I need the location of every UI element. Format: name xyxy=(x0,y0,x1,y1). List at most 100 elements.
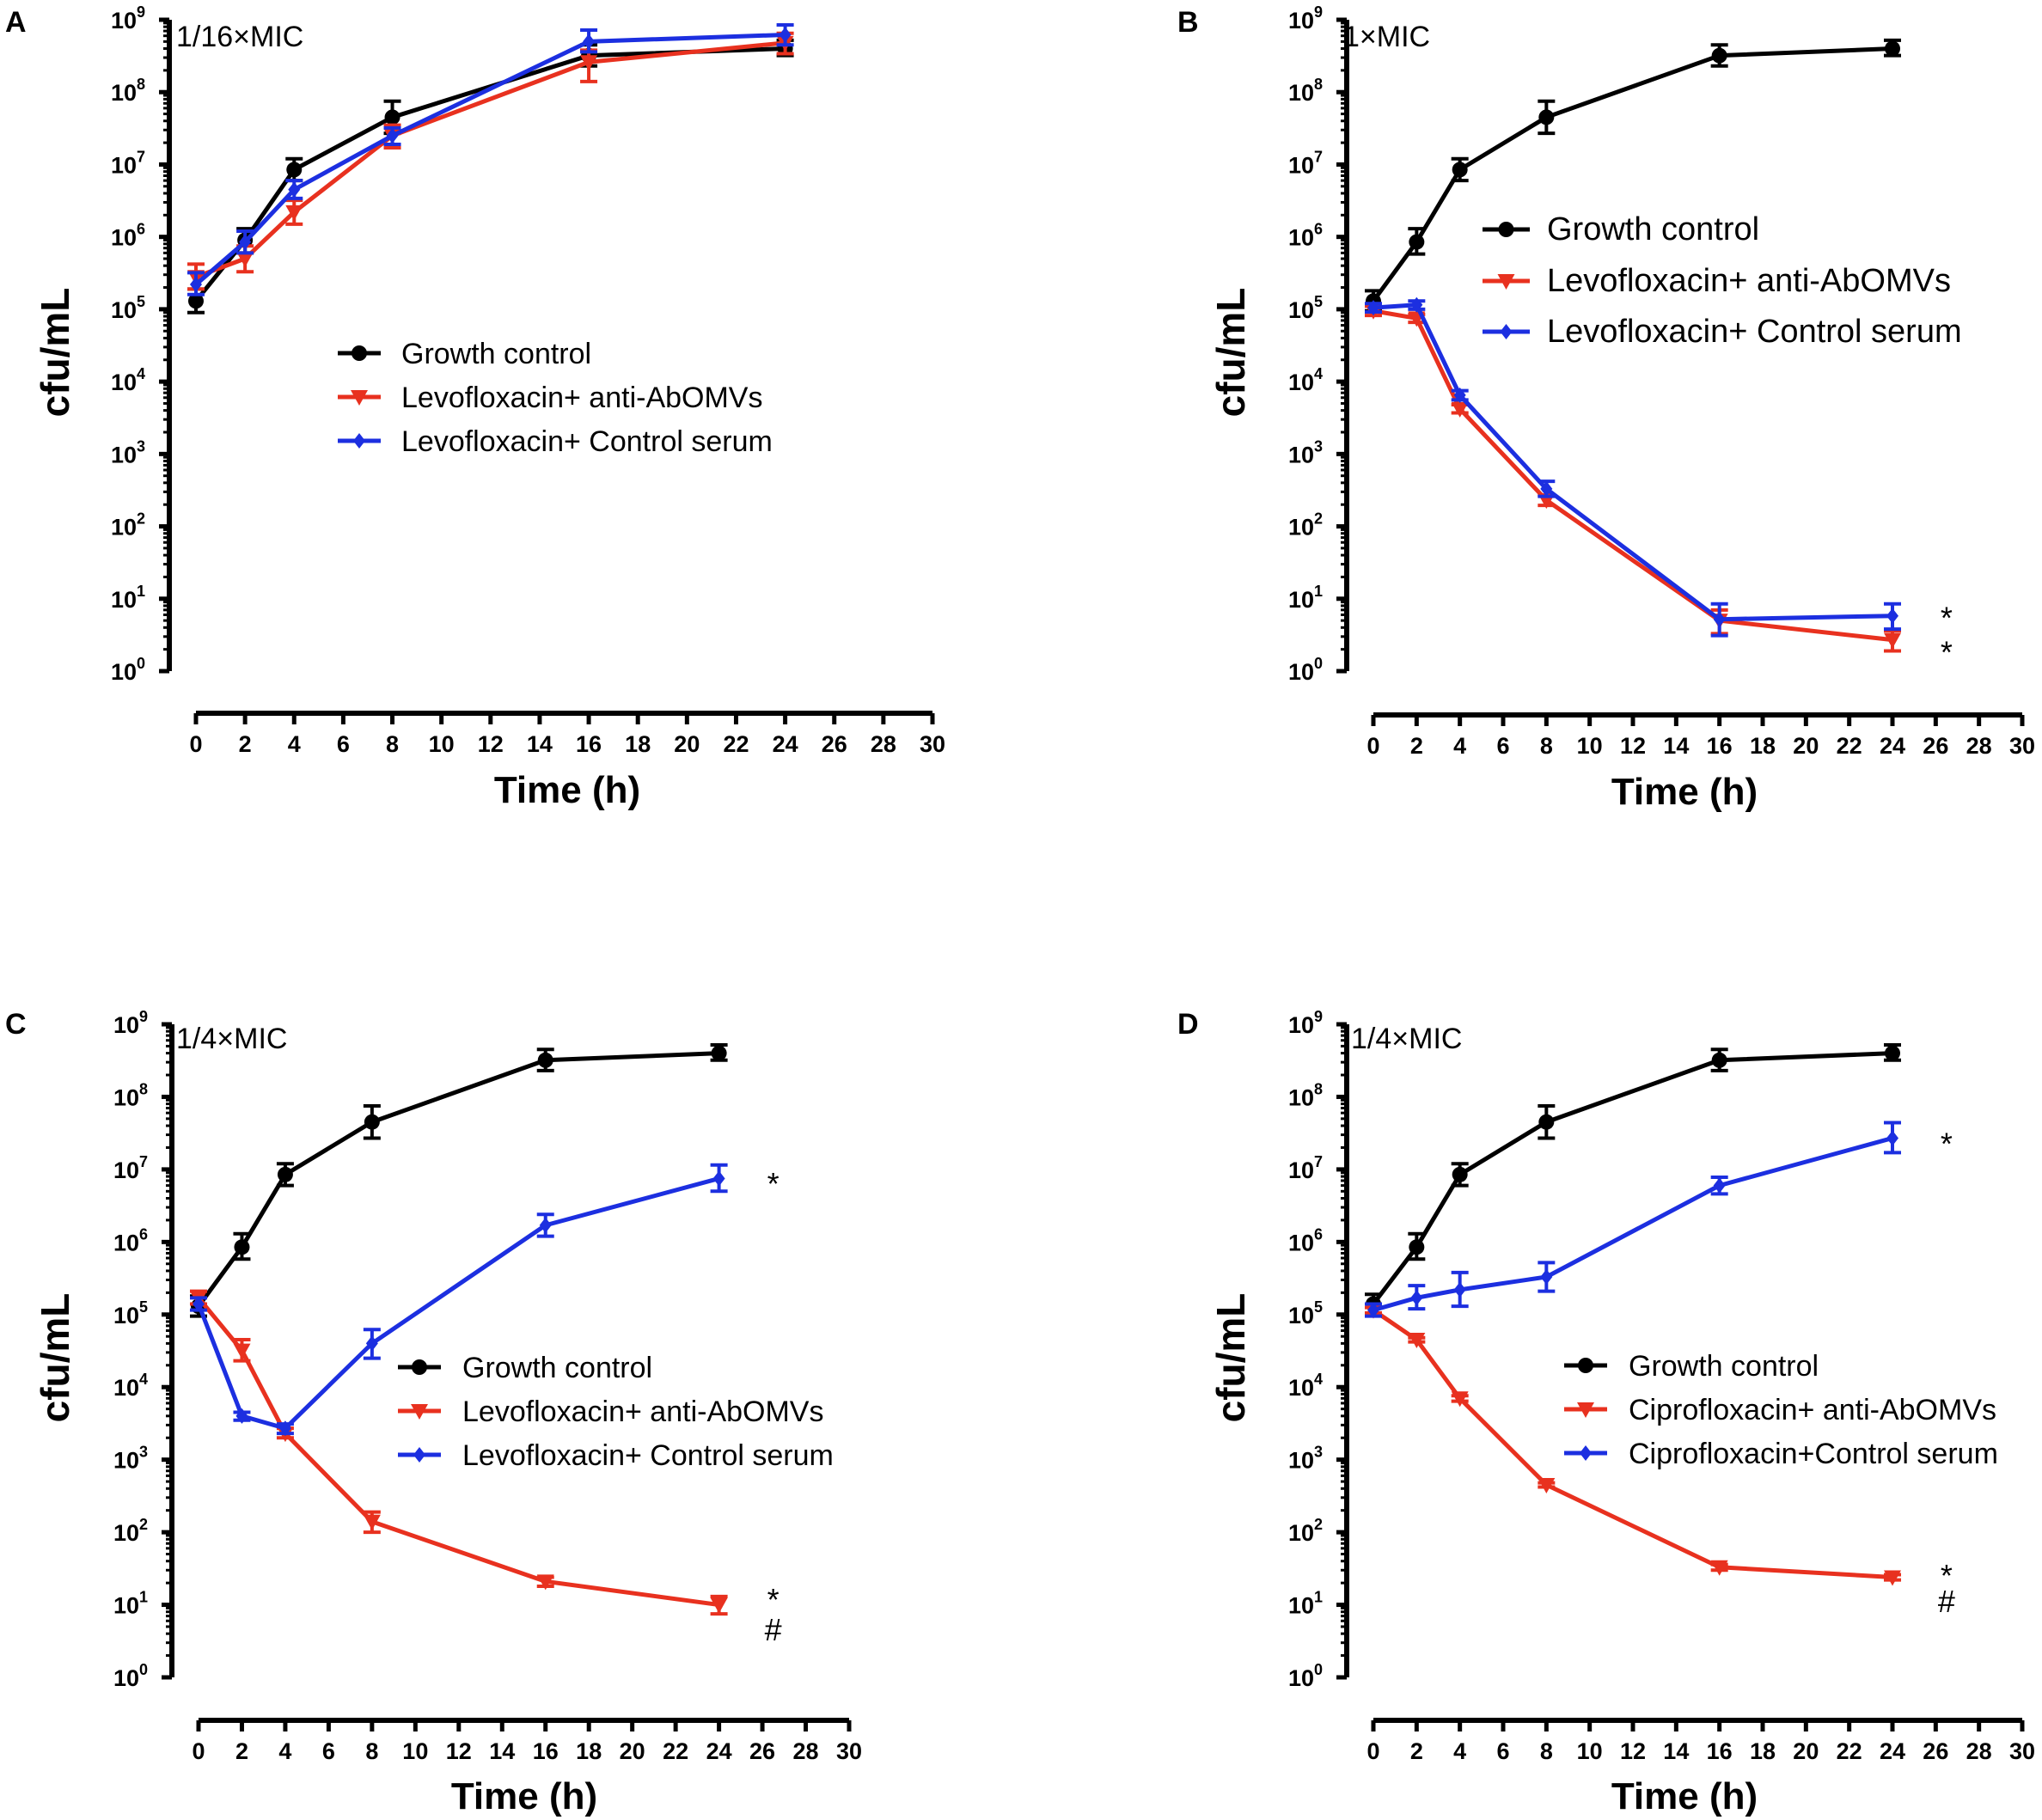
data-point xyxy=(384,109,400,125)
x-tick-label: 28 xyxy=(871,731,896,757)
x-tick-label: 28 xyxy=(1966,1738,1992,1764)
legend-marker xyxy=(1580,1445,1592,1461)
legend-label: Ciprofloxacin+Control serum xyxy=(1629,1438,1998,1470)
x-tick-label: 30 xyxy=(2009,1738,2035,1764)
legend: Growth control Levofloxacin+ anti-AbOMVs… xyxy=(338,338,773,458)
x-tick-label: 4 xyxy=(1453,733,1466,759)
series-line xyxy=(196,1051,719,1308)
series-growth-control xyxy=(1365,38,1901,313)
x-tick-label: 2 xyxy=(239,731,252,757)
data-point xyxy=(1540,1268,1553,1285)
data-point xyxy=(1453,387,1466,403)
x-tick-label: 22 xyxy=(1837,1738,1862,1764)
data-point xyxy=(193,1296,205,1312)
legend-marker xyxy=(353,433,365,449)
legend-label: Levofloxacin+ anti-AbOMVs xyxy=(1547,263,1951,299)
data-point xyxy=(580,55,598,71)
data-point xyxy=(239,234,252,250)
x-tick-label: 26 xyxy=(822,731,847,757)
series-line xyxy=(1371,46,1893,302)
y-tick-label: 100 xyxy=(113,1661,148,1691)
significance-marker: # xyxy=(1938,1584,1955,1619)
y-tick-label: 106 xyxy=(113,1225,148,1255)
legend-marker xyxy=(1497,274,1515,290)
data-point xyxy=(1538,1114,1555,1130)
significance-marker: * xyxy=(1941,600,1953,635)
y-tick-label: 103 xyxy=(111,437,145,467)
series-line xyxy=(1372,1051,1893,1305)
panel-c: C 1/4×MIC cfu/mL Time (h) Growth control… xyxy=(5,1008,862,1817)
series-growth-control xyxy=(190,1042,728,1318)
y-tick-label: 109 xyxy=(113,1008,148,1038)
data-point xyxy=(1367,300,1379,316)
legend-label: Growth control xyxy=(1547,211,1759,247)
legend: Growth control Levofloxacin+ anti-AbOMVs… xyxy=(398,1352,834,1472)
legend-label: Levofloxacin+ Control serum xyxy=(462,1439,834,1472)
x-tick-label: 10 xyxy=(1577,1738,1603,1764)
x-axis-title: Time (h) xyxy=(1611,1775,1758,1817)
data-point xyxy=(188,293,204,309)
x-tick-label: 26 xyxy=(1923,1738,1948,1764)
data-point xyxy=(539,1217,552,1233)
series-line xyxy=(1373,1136,1893,1313)
data-point xyxy=(234,1239,250,1255)
y-tick-label: 104 xyxy=(111,365,145,395)
y-tick-label: 100 xyxy=(1288,655,1323,685)
legend-marker xyxy=(351,390,368,406)
x-axis-title: Time (h) xyxy=(451,1775,597,1817)
x-tick-label: 2 xyxy=(235,1738,248,1764)
series-line xyxy=(1373,302,1893,622)
y-tick-label: 109 xyxy=(111,3,145,34)
x-tick-label: 4 xyxy=(278,1738,291,1764)
y-tick-label: 108 xyxy=(1288,1080,1323,1110)
data-point xyxy=(712,1170,725,1187)
y-tick-label: 107 xyxy=(1288,1153,1323,1183)
y-tick-label: 107 xyxy=(111,148,145,178)
x-tick-label: 0 xyxy=(1366,1738,1379,1764)
legend-label: Levofloxacin+ Control serum xyxy=(401,425,773,458)
x-tick-label: 10 xyxy=(402,1738,428,1764)
x-tick-label: 14 xyxy=(1663,1738,1689,1764)
concentration-label: 1/4×MIC xyxy=(176,1023,287,1055)
y-tick-label: 106 xyxy=(1288,221,1323,251)
y-tick-label: 102 xyxy=(113,1516,148,1546)
series-line xyxy=(1373,308,1893,643)
data-point xyxy=(1713,611,1726,627)
data-point xyxy=(235,1408,248,1424)
data-point xyxy=(1367,1302,1379,1318)
data-point xyxy=(285,205,303,221)
significance-marker: * xyxy=(767,1582,780,1617)
x-tick-label: 14 xyxy=(489,1738,515,1764)
y-tick-label: 101 xyxy=(1288,1589,1323,1619)
legend-label: Levofloxacin+ anti-AbOMVs xyxy=(462,1396,823,1428)
data-point xyxy=(1711,47,1727,64)
y-tick-label: 103 xyxy=(1288,437,1323,467)
y-tick-label: 100 xyxy=(111,655,145,685)
significance-marker: * xyxy=(1941,635,1953,670)
legend-label: Levofloxacin+ anti-AbOMVs xyxy=(401,382,762,414)
data-point xyxy=(1711,1052,1727,1068)
legend-label: Growth control xyxy=(1629,1350,1819,1383)
x-tick-label: 14 xyxy=(527,731,553,757)
x-tick-label: 28 xyxy=(1966,733,1992,759)
data-point xyxy=(288,181,301,198)
data-point xyxy=(537,1052,553,1068)
x-tick-label: 20 xyxy=(620,1738,645,1764)
data-point xyxy=(1885,1045,1900,1061)
y-tick-label: 100 xyxy=(1288,1661,1323,1691)
x-tick-label: 30 xyxy=(836,1738,862,1764)
legend-label: Ciprofloxacin+ anti-AbOMVs xyxy=(1629,1394,1996,1426)
data-point xyxy=(779,27,792,43)
x-tick-label: 6 xyxy=(1496,733,1509,759)
data-point xyxy=(278,1420,291,1437)
x-tick-label: 12 xyxy=(446,1738,472,1764)
series-line xyxy=(194,32,786,286)
y-tick-label: 104 xyxy=(113,1371,148,1401)
series-control-serum xyxy=(187,22,794,296)
data-point xyxy=(1540,480,1553,497)
series-growth-control xyxy=(1365,1042,1901,1316)
series-anti-abomvs xyxy=(1365,1303,1901,1586)
x-tick-label: 20 xyxy=(1793,1738,1819,1764)
